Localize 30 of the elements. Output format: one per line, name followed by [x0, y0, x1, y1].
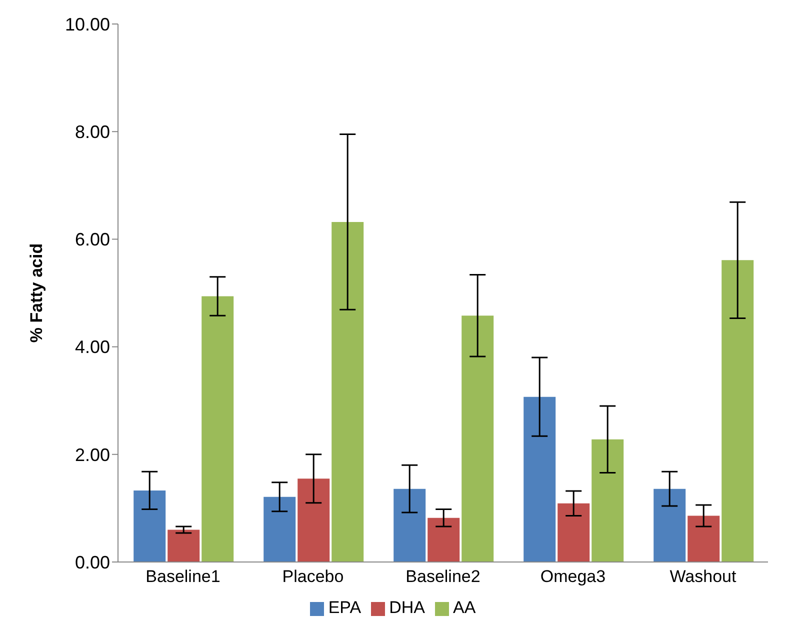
y-tick-label: 4.00: [74, 337, 110, 358]
bar: [332, 222, 364, 562]
bar: [524, 396, 556, 562]
x-tick-label: Omega3: [540, 567, 606, 586]
bar: [428, 518, 460, 562]
y-tick-label: 2.00: [74, 444, 110, 465]
bar: [688, 516, 720, 562]
bar: [202, 296, 234, 562]
x-tick-label: Baseline2: [406, 567, 480, 586]
y-tick-label: 8.00: [74, 122, 110, 142]
bar: [264, 496, 296, 562]
y-axis-title: % Fatty acid: [27, 243, 46, 343]
bar: [134, 490, 166, 562]
bar: [298, 478, 330, 562]
bar: [722, 260, 754, 562]
bar: [462, 316, 494, 562]
x-tick-label: Washout: [670, 567, 736, 586]
y-tick-label: 10.00: [64, 14, 110, 34]
legend-label: AA: [452, 598, 476, 617]
bar: [394, 488, 426, 562]
legend-label: EPA: [328, 598, 362, 617]
bar: [168, 530, 200, 562]
y-tick-label: 0.00: [74, 552, 110, 572]
x-tick-label: Baseline1: [146, 567, 220, 586]
bar: [592, 439, 624, 562]
bar: [558, 503, 590, 562]
x-tick-label: Placebo: [282, 567, 344, 586]
y-tick-label: 6.00: [74, 230, 110, 250]
legend-label: DHA: [389, 598, 425, 617]
bar: [654, 488, 686, 562]
